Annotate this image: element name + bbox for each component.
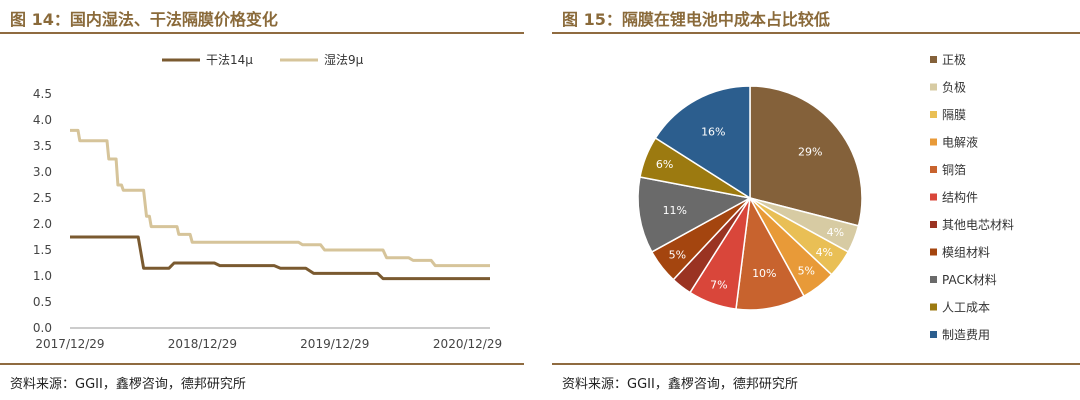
cost-chart-source: 资料来源：GGII，鑫椤咨询，德邦研究所 <box>562 377 798 392</box>
legend-label: 正极 <box>942 53 966 67</box>
legend-label: 铜箔 <box>942 162 966 177</box>
legend-label: 隔膜 <box>942 108 966 122</box>
price-chart-title: 图 14：国内湿法、干法隔膜价格变化 <box>10 10 278 29</box>
pie-slice-9 <box>637 176 753 253</box>
y-tick-label: 0.5 <box>33 295 52 309</box>
y-tick-label: 3.0 <box>33 165 52 179</box>
y-tick-label: 1.5 <box>33 243 52 257</box>
x-tick-label: 2018/12/29 <box>168 337 237 351</box>
legend-swatch <box>930 193 937 201</box>
legend-label: PACK材料 <box>942 273 997 287</box>
slice-value-label: 4% <box>816 246 833 259</box>
legend-swatch <box>930 111 937 118</box>
x-tick-label: 2017/12/29 <box>35 337 104 351</box>
legend-label: 干法14μ <box>206 53 253 67</box>
y-tick-label: 2.0 <box>33 217 52 231</box>
cost-chart-title: 图 15：隔膜在锂电池中成本占比较低 <box>562 10 830 29</box>
legend-label: 结构件 <box>942 190 978 205</box>
slice-value-label: 5% <box>669 248 686 261</box>
slice-value-label: 5% <box>798 265 815 278</box>
legend-swatch <box>930 276 937 283</box>
y-tick-label: 3.5 <box>33 139 52 153</box>
x-tick-label: 2019/12/29 <box>300 337 369 351</box>
legend-label: 模组材料 <box>942 246 990 260</box>
price-chart-source: 资料来源：GGII，鑫椤咨询，德邦研究所 <box>10 377 246 392</box>
series-line-1 <box>70 235 490 281</box>
legend-label: 其他电芯材料 <box>942 218 1014 232</box>
slice-value-label: 16% <box>701 125 725 138</box>
legend-swatch <box>930 248 937 256</box>
legend-swatch <box>930 166 937 173</box>
cost-chart-panel: 图 15：隔膜在锂电池中成本占比较低 29% 4% 4% 5% 10% 7% 5% 11% 6%… <box>552 0 1080 400</box>
line-chart: 0.0 0.5 1.0 1.5 2.0 2.5 3.0 3.5 4.0 4.5 2017/12/29… <box>33 52 502 351</box>
y-tick-label: 4.0 <box>33 113 52 127</box>
series-line-2 <box>70 128 490 268</box>
title-rule <box>0 32 524 34</box>
price-chart-panel: 图 14：国内湿法、干法隔膜价格变化 0.0 0.5 1.0 1.5 2.0 2.5 3.0… <box>0 0 524 400</box>
pie-slice-1 <box>749 85 863 227</box>
legend-label: 湿法9μ <box>324 52 364 67</box>
slice-value-label: 7% <box>710 278 727 291</box>
pie-slice-11 <box>654 85 751 200</box>
legend-label: 人工成本 <box>942 301 990 315</box>
source-rule <box>0 363 524 365</box>
x-tick-label: 2020/12/29 <box>433 337 502 351</box>
y-tick-label: 0.0 <box>33 321 52 335</box>
legend-label: 负极 <box>942 81 966 95</box>
slice-value-label: 10% <box>752 267 776 280</box>
legend-swatch <box>930 56 937 63</box>
slice-value-label: 6% <box>656 158 673 171</box>
y-tick-label: 1.0 <box>33 269 52 283</box>
y-tick-label: 2.5 <box>33 191 52 205</box>
slice-value-label: 4% <box>827 226 844 239</box>
legend-swatch <box>930 303 937 311</box>
slice-value-label: 11% <box>663 204 687 217</box>
pie-chart: 29%4%4%5%10%7%5%11%6%16%正极负极隔膜电解液铜箔结构件其他… <box>637 53 1014 342</box>
source-rule <box>552 363 1080 365</box>
slice-value-label: 29% <box>798 145 822 158</box>
legend-swatch <box>930 331 937 338</box>
legend-label: 电解液 <box>942 135 978 150</box>
legend-label: 制造费用 <box>942 328 990 342</box>
legend-swatch <box>930 83 937 91</box>
legend-swatch <box>930 221 937 228</box>
title-rule <box>552 32 1080 34</box>
legend-swatch <box>930 138 937 146</box>
y-tick-label: 4.5 <box>33 87 52 101</box>
